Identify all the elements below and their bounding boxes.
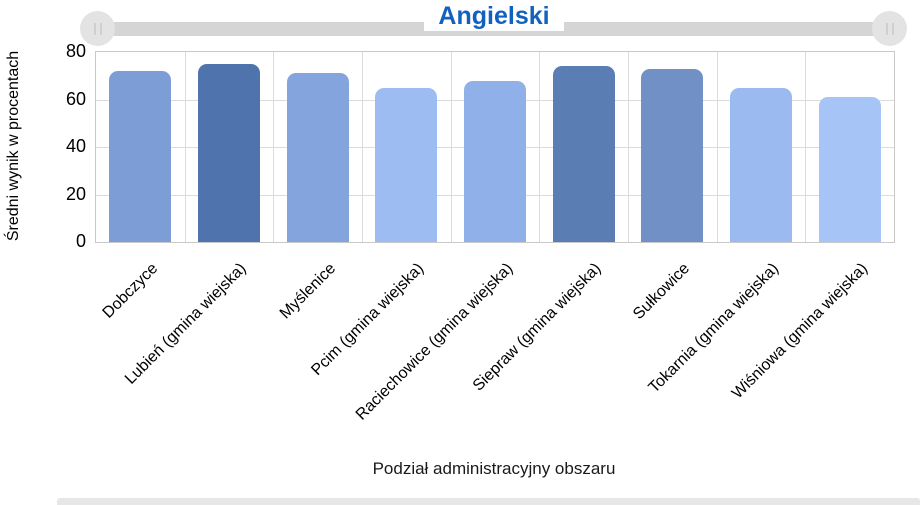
gridline-vertical	[450, 52, 452, 242]
y-tick-label: 20	[65, 183, 86, 204]
x-tick-label-myslenice: Myślenice	[276, 260, 339, 323]
y-tick-label: 40	[65, 136, 86, 156]
y-tick-label: 0	[75, 231, 86, 251]
x-tick-label-raciechowice-gmina-wiejska: Raciechowice (gmina wiejska)	[352, 260, 517, 424]
x-axis-tick-labels: Dobczyce Lubień (gmina wiejska) Myślenice P…	[95, 250, 893, 445]
bar-myslenice[interactable]	[286, 73, 349, 242]
drag-grip-icon	[885, 22, 888, 35]
bar-tokarnia-gmina-wiejska[interactable]	[730, 87, 792, 242]
gridline-vertical	[273, 52, 275, 242]
drag-grip-icon	[93, 22, 96, 35]
range-slider-right-handle[interactable]	[872, 11, 907, 46]
drag-grip-icon	[99, 22, 102, 35]
gridline-vertical	[716, 52, 718, 242]
range-slider-left-handle[interactable]	[80, 11, 115, 46]
x-tick-label-sulkowice: Sułkowice	[630, 260, 694, 323]
x-axis-title: Podział administracyjny obszaru	[372, 459, 616, 478]
horizontal-scrollbar-track[interactable]	[57, 498, 920, 505]
range-slider-track[interactable]	[97, 22, 890, 36]
gridline-vertical	[805, 52, 807, 242]
gridline-vertical	[184, 52, 186, 242]
bar-lubien-gmina-wiejska[interactable]	[198, 63, 260, 242]
bar-siepraw-gmina-wiejska[interactable]	[552, 66, 615, 242]
bar-raciechowice-gmina-wiejska[interactable]	[464, 80, 526, 242]
bar-pcim-gmina-wiejska[interactable]	[375, 87, 438, 242]
drag-grip-icon	[891, 22, 894, 35]
plot-area	[95, 51, 895, 243]
gridline-vertical	[628, 52, 629, 242]
x-tick-label-dobczyce: Dobczyce	[99, 260, 162, 322]
y-tick-label: 60	[65, 88, 86, 109]
bar-sulkowice[interactable]	[641, 68, 704, 242]
bar-wisniowa-gmina-wiejska[interactable]	[818, 97, 881, 242]
gridline-vertical	[362, 52, 363, 242]
gridline-vertical	[539, 52, 541, 242]
bar-dobczyce[interactable]	[109, 71, 172, 242]
y-axis-ticks: 0 20 40 60 80	[0, 42, 86, 250]
y-tick-label: 80	[65, 41, 86, 61]
